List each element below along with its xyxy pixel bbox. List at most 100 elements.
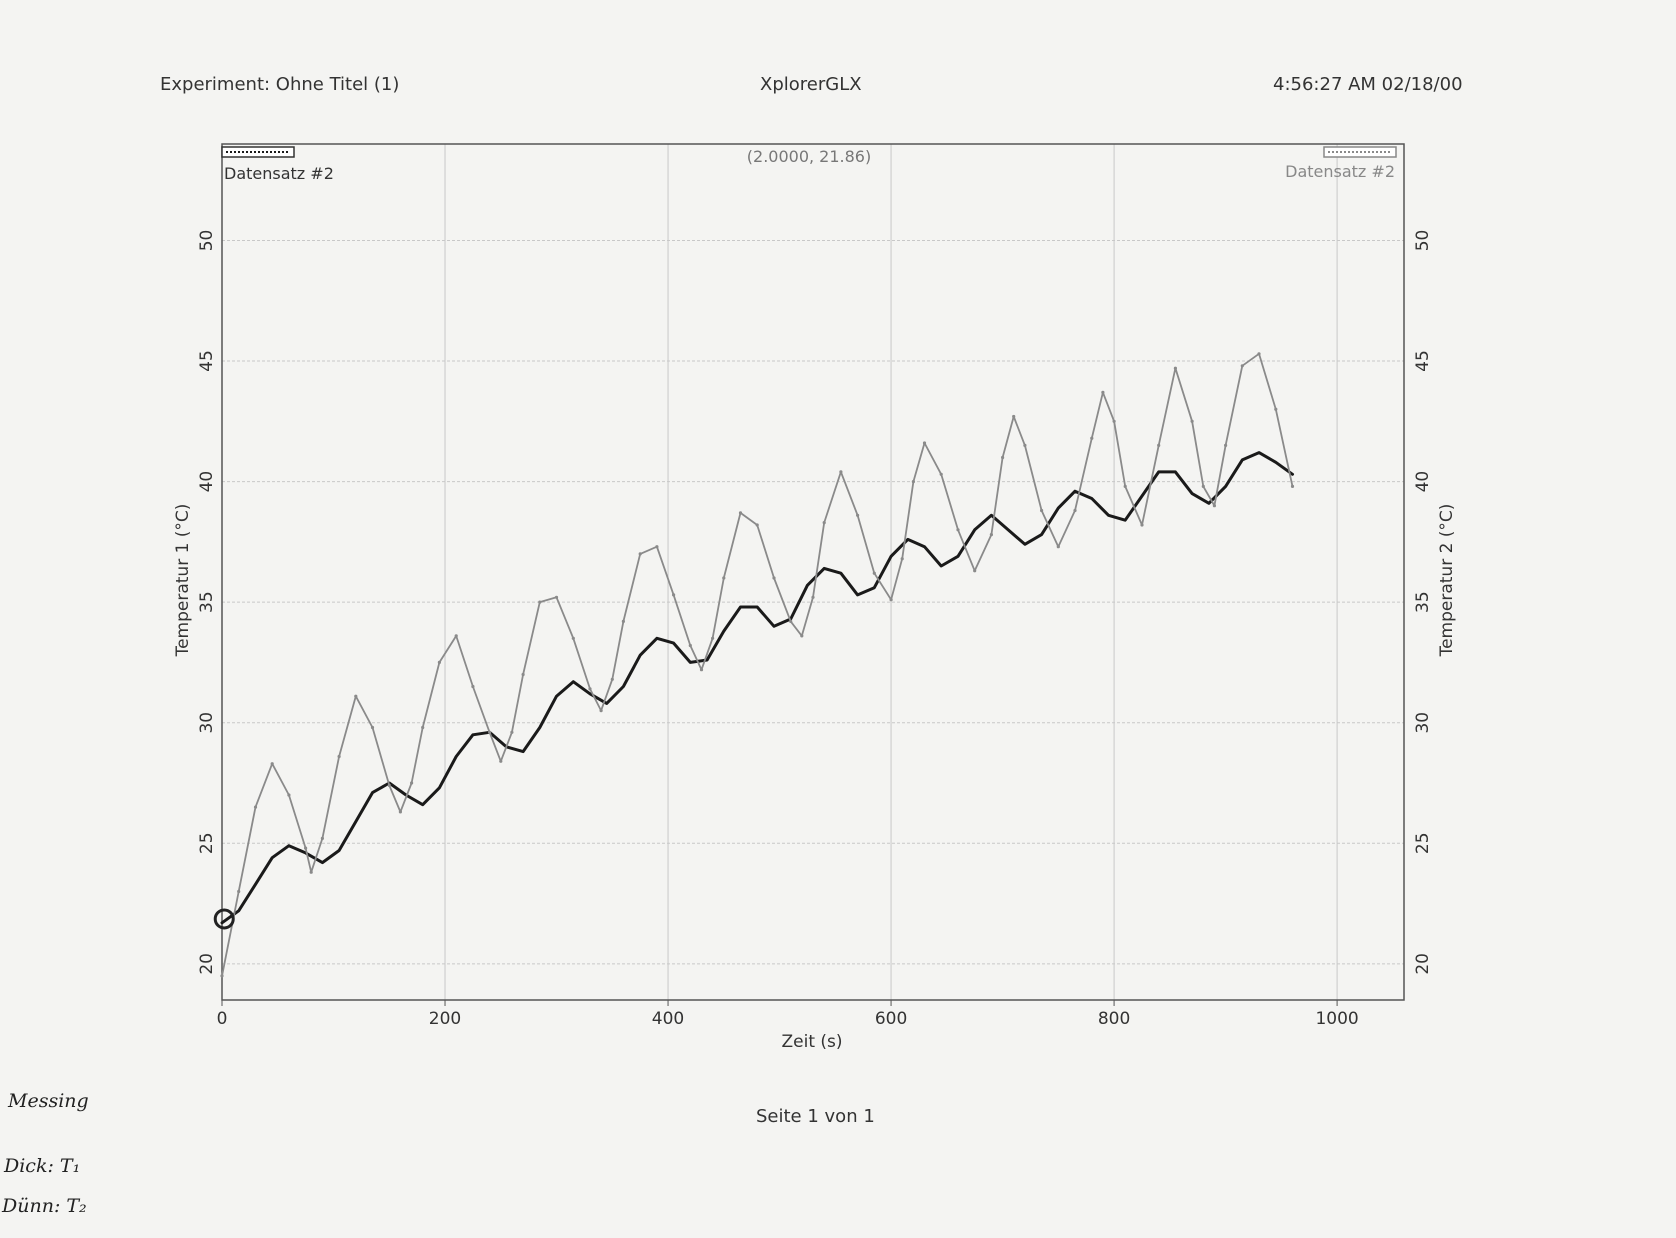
series-temperatur-2-point <box>354 694 358 698</box>
x-tick-label: 800 <box>1098 1009 1130 1029</box>
x-axis-ticks: 0 200 400 600 800 1000 <box>217 1000 1359 1029</box>
experiment-title: Experiment: Ohne Titel (1) <box>160 74 400 95</box>
series-temperatur-2-point <box>253 805 258 809</box>
series-temperatur-2-point <box>1224 443 1228 447</box>
series-temperatur-2-point <box>811 595 815 599</box>
series-temperatur-2-point <box>237 889 241 894</box>
handwritten-note-thick: Dick: T₁ <box>4 1155 81 1177</box>
series-temperatur-2-point <box>287 793 291 797</box>
series-temperatur-2-point <box>738 511 743 515</box>
series-temperatur-2-point <box>304 846 308 850</box>
series-temperatur-2-point <box>973 569 977 573</box>
cursor-layer[interactable] <box>213 908 235 930</box>
left-tick-label: 20 <box>197 953 217 975</box>
handwritten-note-thin: Dünn: T₂ <box>2 1195 87 1217</box>
left-tick-label: 25 <box>197 832 217 854</box>
series-temperatur-2-point <box>1040 508 1044 513</box>
right-tick-label: 50 <box>1413 230 1433 252</box>
series-temperatur-2-point <box>856 513 860 517</box>
series-temperatur-2-point <box>421 725 425 730</box>
series-temperatur-2-point <box>911 480 916 484</box>
series-temperatur-2-point <box>1274 407 1278 411</box>
series-temperatur-2-point <box>1201 484 1205 488</box>
left-tick-label: 30 <box>197 712 217 734</box>
right-tick-label: 35 <box>1413 591 1433 613</box>
series-temperatur-2-point <box>1001 455 1005 460</box>
series-temperatur-2-point <box>588 687 592 691</box>
series-layer <box>220 352 1295 978</box>
series-temperatur-2-point <box>599 709 603 713</box>
timestamp: 4:56:27 AM 02/18/00 <box>1273 74 1463 95</box>
series-temperatur-2-point <box>437 660 441 665</box>
series-temperatur-2-point <box>1123 484 1127 488</box>
series-temperatur-2-point <box>1290 484 1295 488</box>
series-temperatur-2-point <box>309 870 313 874</box>
series-temperatur-2-point <box>822 521 826 525</box>
series-temperatur-2-point <box>772 576 776 580</box>
series-temperatur-2-point <box>688 643 692 648</box>
series-temperatur-2-point <box>1140 523 1144 527</box>
page-indicator: Seite 1 von 1 <box>756 1106 875 1127</box>
x-tick-label: 400 <box>652 1009 684 1029</box>
right-tick-label: 45 <box>1413 350 1433 372</box>
right-axis-label: Temperatur 2 (°C) <box>1437 504 1457 658</box>
app-title: XplorerGLX <box>760 74 862 95</box>
series-temperatur-2-point <box>1212 504 1216 508</box>
series-temperatur-2-point <box>1257 352 1261 356</box>
series-temperatur-2-point <box>638 552 642 556</box>
legend-left-label: Datensatz #2 <box>224 164 334 183</box>
series-temperatur-2-point <box>538 600 542 604</box>
series-temperatur-2-point <box>755 523 759 527</box>
series-temperatur-2-point <box>220 974 224 978</box>
left-tick-label: 50 <box>197 230 217 252</box>
x-tick-label: 600 <box>875 1009 907 1029</box>
handwritten-note-material: Messing <box>8 1090 89 1112</box>
series-temperatur-2-point <box>699 668 704 672</box>
series-temperatur-2-point <box>989 533 994 537</box>
series-temperatur-2-point <box>900 557 904 561</box>
series-temperatur-1-line <box>220 451 1294 925</box>
series-temperatur-2-point <box>889 598 893 602</box>
legend-right-label: Datensatz #2 <box>1285 162 1395 181</box>
series-temperatur-2-point <box>337 754 341 759</box>
series-temperatur-2-point <box>621 619 626 624</box>
series-temperatur-2-point <box>554 595 559 599</box>
series-temperatur-2-point <box>270 762 274 766</box>
series-temperatur-2-point <box>655 545 659 549</box>
series-temperatur-2-point <box>370 725 375 730</box>
series-temperatur-2-point <box>1073 508 1077 513</box>
series-temperatur-2-point <box>939 472 943 476</box>
right-tick-label: 20 <box>1413 953 1433 975</box>
left-axis-label: Temperatur 1 (°C) <box>173 504 193 658</box>
data-cursor-marker[interactable] <box>213 908 235 930</box>
right-tick-label: 30 <box>1413 712 1433 734</box>
series-temperatur-2-point <box>1090 436 1094 440</box>
x-tick-label: 200 <box>429 1009 461 1029</box>
left-axis-ticks: 20 25 30 35 40 45 50 <box>197 230 217 975</box>
cursor-readout: (2.0000, 21.86) <box>747 147 871 166</box>
series-temperatur-2-point <box>1190 419 1194 423</box>
series-temperatur-2-point <box>510 730 514 734</box>
series-temperatur-2-point <box>410 781 414 785</box>
series-temperatur-2-point <box>398 810 402 814</box>
series-temperatur-2-point <box>839 470 843 474</box>
series-temperatur-2-point <box>1112 419 1116 423</box>
series-temperatur-2-point <box>320 836 324 841</box>
series-temperatur-2-point <box>1012 414 1016 419</box>
series-temperatur-2-point <box>454 634 458 638</box>
series-temperatur-2-point <box>672 593 676 597</box>
x-tick-label: 0 <box>217 1009 228 1029</box>
right-axis-ticks: 20 25 30 35 40 45 50 <box>1413 230 1433 975</box>
grid-lines <box>222 144 1404 1000</box>
series-temperatur-2-point <box>1240 364 1244 368</box>
series-temperatur-2-point <box>922 441 927 445</box>
series-temperatur-2-point <box>571 636 575 640</box>
series-temperatur-2-point <box>387 783 391 788</box>
series-temperatur-2-point <box>800 634 804 638</box>
series-temperatur-2-point <box>521 672 525 677</box>
series-temperatur-2-point <box>711 636 715 640</box>
plot-frame <box>221 143 1405 1001</box>
series-temperatur-2-point <box>956 528 960 532</box>
right-tick-label: 40 <box>1413 471 1433 493</box>
